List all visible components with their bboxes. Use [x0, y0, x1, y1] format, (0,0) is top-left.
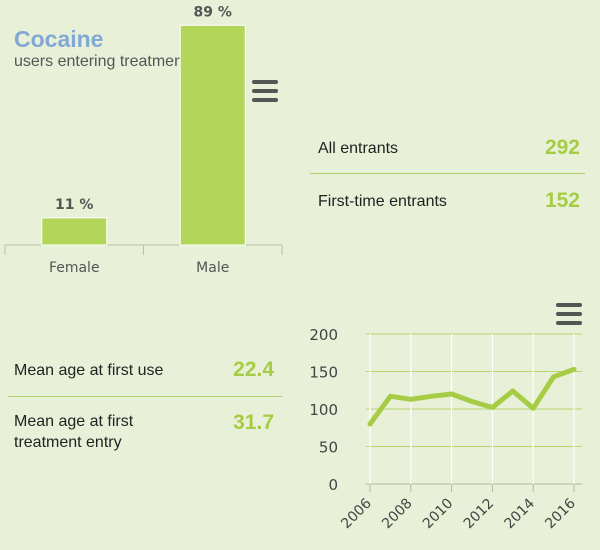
stats-divider [310, 173, 585, 174]
line-x-tick-label: 2012 [461, 496, 498, 533]
bar-male [179, 24, 246, 246]
line-x-tick-label: 2006 [338, 495, 375, 532]
bar-chart-menu-icon[interactable] [252, 80, 278, 102]
bar-category-label: Female [49, 260, 100, 276]
mean-age-treatment-label: Mean age at first treatment entry [14, 413, 134, 451]
bar-female [41, 217, 108, 246]
page-title: Cocaine [14, 26, 104, 52]
line-x-tick-label: 2016 [542, 495, 579, 532]
mean-age-first-use-label: Mean age at first use [14, 361, 164, 379]
age-stats-divider [8, 396, 282, 397]
first-time-entrants-label: First-time entrants [318, 192, 447, 210]
line-y-tick-label: 150 [309, 364, 338, 382]
line-chart-menu-icon[interactable] [556, 303, 582, 325]
first-time-entrants-value: 152 [544, 189, 580, 212]
line-y-tick-label: 0 [328, 476, 338, 494]
line-y-tick-label: 50 [319, 439, 338, 457]
mean-age-first-use-row: Mean age at first use 22.4 [14, 358, 274, 382]
mean-age-first-use-value: 22.4 [233, 358, 274, 381]
line-series [367, 366, 577, 427]
bar-data-label: 11 % [55, 197, 93, 213]
all-entrants-row: All entrants 292 [318, 136, 580, 160]
line-y-tick-label: 200 [309, 326, 338, 344]
first-time-entrants-row: First-time entrants 152 [318, 189, 580, 213]
all-entrants-value: 292 [544, 136, 580, 159]
mean-age-treatment-value: 31.7 [233, 411, 274, 434]
line-x-tick-label: 2014 [502, 495, 539, 532]
page-subtitle: users entering treatment [14, 53, 188, 70]
line-x-tick-label: 2008 [379, 496, 416, 533]
bar-data-label: 89 % [194, 4, 232, 20]
mean-age-treatment-row: Mean age at first treatment entry 31.7 [14, 411, 274, 453]
line-x-tick-label: 2010 [420, 496, 457, 533]
bar-category-label: Male [196, 260, 229, 276]
line-y-tick-label: 100 [309, 401, 338, 419]
gender-bar-chart: 11 % Female 89 % Male [4, 4, 283, 276]
all-entrants-label: All entrants [318, 139, 399, 157]
